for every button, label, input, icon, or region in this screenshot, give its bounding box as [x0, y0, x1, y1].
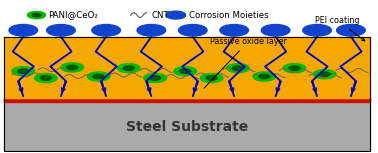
- Bar: [5, 98, 370, 151]
- Text: Corrosion Moieties: Corrosion Moieties: [189, 11, 268, 20]
- Circle shape: [18, 69, 29, 73]
- Bar: [5, 37, 370, 151]
- Circle shape: [337, 24, 365, 36]
- Circle shape: [46, 24, 75, 36]
- Bar: [5, 98, 370, 102]
- Circle shape: [9, 24, 37, 36]
- Circle shape: [92, 24, 121, 36]
- Circle shape: [200, 73, 223, 83]
- Circle shape: [166, 11, 186, 19]
- Circle shape: [35, 73, 57, 83]
- Circle shape: [144, 73, 166, 83]
- Circle shape: [253, 72, 276, 81]
- Circle shape: [93, 74, 104, 79]
- Text: Passive oxide layer: Passive oxide layer: [204, 37, 287, 88]
- Circle shape: [150, 76, 161, 80]
- Circle shape: [61, 63, 84, 72]
- Circle shape: [28, 11, 45, 19]
- Circle shape: [118, 64, 140, 73]
- Circle shape: [67, 65, 77, 70]
- Text: PEI coating: PEI coating: [315, 16, 365, 41]
- Circle shape: [12, 67, 35, 76]
- Circle shape: [123, 66, 134, 70]
- Circle shape: [283, 64, 306, 73]
- Circle shape: [137, 24, 166, 36]
- Circle shape: [32, 13, 41, 17]
- Bar: [5, 37, 370, 98]
- Circle shape: [220, 24, 248, 36]
- Circle shape: [289, 66, 300, 70]
- Circle shape: [313, 70, 336, 79]
- Circle shape: [206, 76, 217, 80]
- Text: Steel Substrate: Steel Substrate: [126, 119, 248, 134]
- Circle shape: [87, 72, 110, 81]
- Text: CNT: CNT: [151, 11, 169, 20]
- Circle shape: [259, 74, 270, 79]
- Circle shape: [319, 72, 330, 76]
- Circle shape: [227, 64, 249, 73]
- Circle shape: [261, 24, 290, 36]
- Circle shape: [174, 67, 197, 76]
- Circle shape: [303, 24, 332, 36]
- Text: PANI@CeO₂: PANI@CeO₂: [48, 11, 98, 20]
- Circle shape: [180, 69, 191, 73]
- Circle shape: [40, 76, 51, 80]
- Circle shape: [232, 66, 243, 70]
- Circle shape: [178, 24, 207, 36]
